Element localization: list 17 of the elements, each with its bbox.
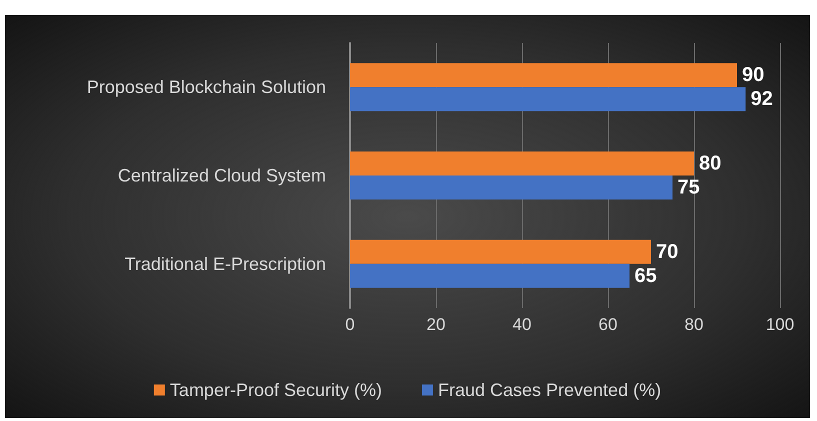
x-tick-label: 100 <box>766 315 794 334</box>
data-label: 70 <box>656 240 678 263</box>
data-label: 90 <box>742 64 764 86</box>
x-tick-label: 40 <box>512 315 532 334</box>
y-tick-label: Centralized Cloud System <box>118 166 326 186</box>
legend-label: Tamper-Proof Security (%) <box>170 380 382 400</box>
x-tick-label: 60 <box>598 315 618 334</box>
data-label: 92 <box>750 88 773 110</box>
x-tick-label: 80 <box>684 315 704 334</box>
legend-label: Fraud Cases Prevented (%) <box>438 380 662 400</box>
x-tick-label: 20 <box>426 315 446 334</box>
data-label: 75 <box>678 176 700 198</box>
data-label: 80 <box>699 152 722 174</box>
x-tick-label: 0 <box>345 315 355 334</box>
data-label: 65 <box>634 264 657 287</box>
y-tick-label: Proposed Blockchain Solution <box>86 77 326 98</box>
y-tick-label: Traditional E-Prescription <box>124 254 326 274</box>
